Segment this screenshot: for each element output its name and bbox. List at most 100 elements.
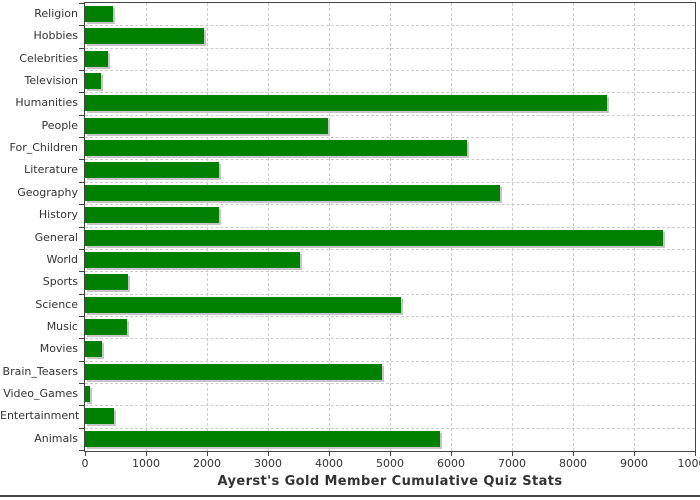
bar-entertainment [85,408,114,425]
y-gridline [85,427,695,429]
y-tick-mark [79,159,84,161]
y-gridline [85,159,695,161]
y-tick-mark [79,92,84,94]
x-tick-mark [695,451,696,456]
x-tick-mark [85,451,86,456]
category-label-hobbies: Hobbies [33,29,78,43]
y-tick-mark [79,293,84,295]
category-label-video-games: Video_Games [3,386,78,400]
x-tick-label-0: 0 [81,457,89,470]
y-tick-mark [79,114,84,116]
category-label-geography: Geography [17,185,78,199]
y-tick-mark [79,382,84,384]
category-label-celebrities: Celebrities [19,51,78,65]
y-tick-mark [79,226,84,228]
x-tick-label-2000: 2000 [193,457,221,470]
y-tick-mark [79,405,84,407]
bar-humanities [85,95,607,112]
x-tick-mark [573,451,574,456]
bar-people [85,117,328,134]
y-tick-mark [79,181,84,183]
bottom-border [0,495,700,497]
bar-general [85,229,663,246]
category-label-television: Television [24,74,79,88]
bar-literature [85,162,219,179]
category-label-for-children: For_Children [9,141,78,155]
category-label-music: Music [46,319,78,333]
x-tick-mark [268,451,269,456]
y-tick-mark [79,70,84,72]
y-tick-mark [79,47,84,49]
y-tick-mark [79,360,84,362]
bar-movies [85,341,102,358]
y-gridline [85,293,695,295]
x-tick-label-6000: 6000 [437,457,465,470]
y-tick-mark [79,3,84,4]
x-tick-label-4000: 4000 [315,457,343,470]
y-tick-mark [79,450,84,451]
x-tick-mark [146,451,147,456]
y-gridline [85,405,695,407]
y-gridline [85,271,695,273]
bar-science [85,296,401,313]
y-gridline [85,204,695,206]
category-label-people: People [41,118,78,132]
x-tick-label-8000: 8000 [559,457,587,470]
category-label-religion: Religion [34,7,78,20]
bar-celebrities [85,50,108,67]
bar-video-games [85,385,90,402]
category-label-humanities: Humanities [15,96,78,110]
bar-geography [85,184,500,201]
y-gridline [85,382,695,384]
y-tick-mark [79,271,84,273]
y-tick-mark [79,25,84,27]
x-tick-label-9000: 9000 [620,457,648,470]
x-tick-mark [329,451,330,456]
x-tick-mark [634,451,635,456]
y-gridline [85,114,695,116]
bar-history [85,207,219,224]
x-tick-label-7000: 7000 [498,457,526,470]
y-gridline [85,248,695,250]
x-tick-label-5000: 5000 [376,457,404,470]
y-gridline [85,315,695,317]
y-tick-mark [79,137,84,139]
category-label-history: History [38,208,78,222]
y-gridline [85,338,695,340]
bar-sports [85,274,128,291]
category-label-science: Science [35,297,78,311]
category-label-movies: Movies [39,342,78,356]
x-tick-mark [512,451,513,456]
bar-religion [85,6,113,22]
x-tick-mark [207,451,208,456]
x-tick-label-3000: 3000 [254,457,282,470]
y-gridline [85,360,695,362]
y-gridline [85,226,695,228]
category-label-entertainment: Entertainment [0,409,80,423]
y-tick-mark [79,248,84,250]
category-label-sports: Sports [42,275,78,289]
x-tick-mark [390,451,391,456]
category-label-animals: Animals [34,431,78,445]
y-gridline [85,92,695,94]
bar-animals [85,430,440,447]
chart-title: Ayerst's Gold Member Cumulative Quiz Sta… [217,474,563,489]
bar-for-children [85,140,467,157]
plot-area [84,2,696,452]
bar-hobbies [85,28,204,45]
bar-world [85,251,300,268]
y-gridline [85,70,695,72]
y-tick-mark [79,315,84,317]
y-gridline [85,181,695,183]
bar-music [85,318,127,335]
y-tick-mark [79,204,84,206]
bar-brain-teasers [85,363,382,380]
x-tick-mark [451,451,452,456]
y-gridline [85,137,695,139]
category-label-world: World [46,252,78,266]
category-label-brain-teasers: Brain_Teasers [2,364,78,378]
x-tick-label-1000: 1000 [132,457,160,470]
y-tick-mark [79,427,84,429]
y-tick-mark [79,338,84,340]
